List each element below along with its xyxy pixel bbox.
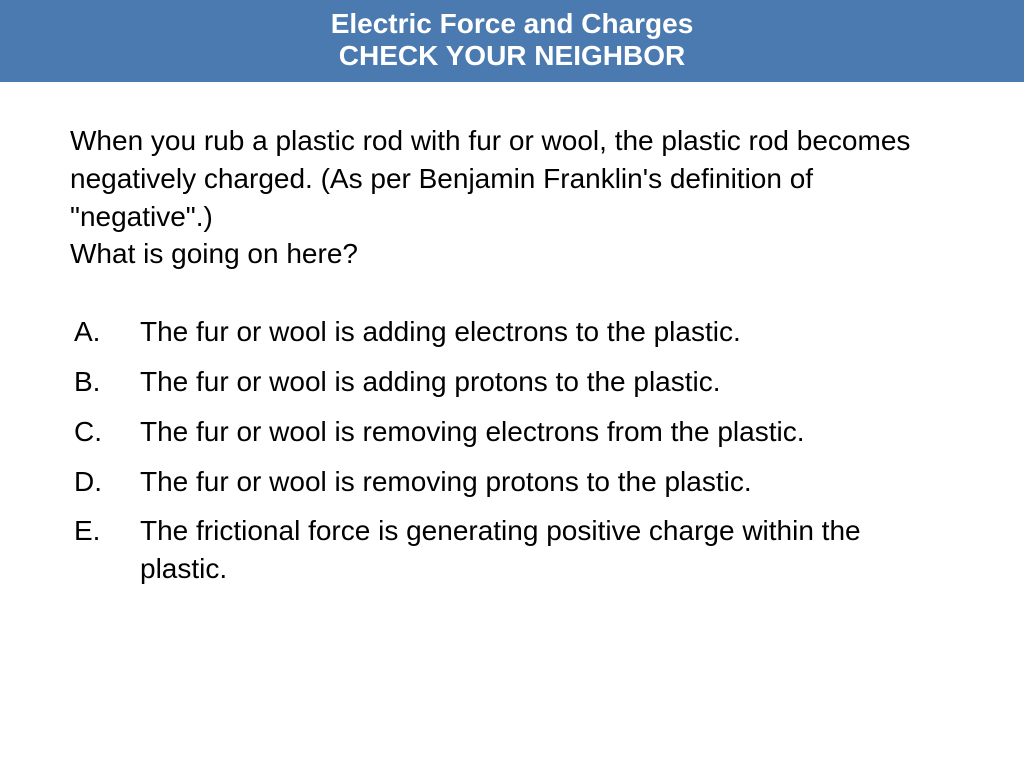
option-item: B.The fur or wool is adding protons to t… (70, 363, 954, 401)
option-text: The fur or wool is removing electrons fr… (140, 413, 954, 451)
option-item: C.The fur or wool is removing electrons … (70, 413, 954, 451)
option-letter: A. (70, 313, 140, 351)
option-letter: E. (70, 512, 140, 588)
option-letter: B. (70, 363, 140, 401)
option-item: E.The frictional force is generating pos… (70, 512, 954, 588)
option-item: D.The fur or wool is removing protons to… (70, 463, 954, 501)
option-text: The fur or wool is adding electrons to t… (140, 313, 954, 351)
options-list: A.The fur or wool is adding electrons to… (70, 313, 954, 588)
option-item: A.The fur or wool is adding electrons to… (70, 313, 954, 351)
question-line: When you rub a plastic rod with fur or w… (70, 125, 910, 232)
option-letter: D. (70, 463, 140, 501)
option-text: The fur or wool is removing protons to t… (140, 463, 954, 501)
option-letter: C. (70, 413, 140, 451)
slide-content: When you rub a plastic rod with fur or w… (0, 82, 1024, 588)
header-title-line1: Electric Force and Charges (0, 8, 1024, 40)
question-line: What is going on here? (70, 238, 358, 269)
header-title-line2: CHECK YOUR NEIGHBOR (0, 40, 1024, 72)
option-text: The frictional force is generating posit… (140, 512, 954, 588)
option-text: The fur or wool is adding protons to the… (140, 363, 954, 401)
question-text: When you rub a plastic rod with fur or w… (70, 122, 954, 273)
slide-header: Electric Force and Charges CHECK YOUR NE… (0, 0, 1024, 82)
